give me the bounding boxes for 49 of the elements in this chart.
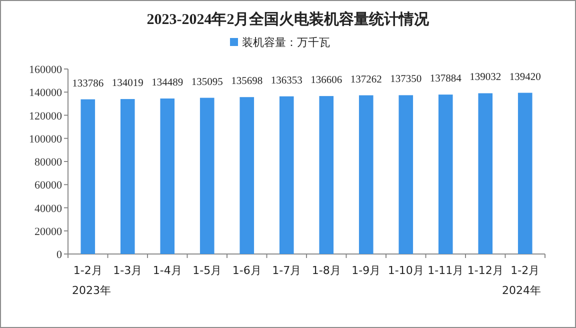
data-label: 135095 [191,76,223,88]
x-tick-label: 1-9月 [352,264,381,277]
x-tick-label: 1-8月 [312,264,341,277]
bar [478,93,493,254]
bar [518,92,532,254]
bar [80,99,96,254]
bar [200,98,214,254]
y-tick-label: 0 [56,249,62,261]
data-label: 137262 [350,74,382,86]
data-label: 139032 [470,72,502,84]
data-label: 133786 [72,78,104,90]
y-tick-label: 140000 [29,87,62,100]
text: 2024年 [502,284,541,297]
x-tick-label: 1-2月 [73,264,102,277]
x-tick-label: 1-10月 [388,264,424,277]
data-label: 137884 [430,74,462,85]
data-label: 136353 [270,75,302,86]
data-label: 134489 [152,77,184,88]
data-label: 136606 [310,75,342,86]
y-tick-label: 100000 [29,133,62,146]
y-tick-label: 20000 [34,226,62,238]
y-tick-label: 120000 [29,110,62,122]
data-label: 137350 [390,74,422,86]
x-tick-label: 1-7月 [272,264,302,277]
bar [160,98,175,254]
x-tick-label: 1-5月 [192,264,222,277]
text: 2023年 [72,284,111,297]
x-tick-label: 1-2月 [510,264,540,277]
bar [358,95,374,254]
bar [319,96,334,254]
y-tick-label: 60000 [34,180,62,192]
bar [240,97,254,254]
data-label: 134019 [112,78,144,90]
bar [398,95,414,254]
y-tick-label: 40000 [34,202,62,215]
chart-title: 2023-2024年2月全国火电装机容量统计情况 [146,10,430,28]
x-tick-label: 1-3月 [113,264,142,277]
y-tick-label: 160000 [29,64,62,76]
bar [279,96,294,254]
x-tick-label: 1-11月 [428,264,464,277]
bar [438,94,453,254]
data-label: 135698 [231,76,263,88]
x-tick-label: 1-4月 [152,264,182,277]
x-tick-label: 1-6月 [232,264,262,277]
legend-label: 装机容量：万千瓦 [242,36,330,49]
x-tick-label: 1-12月 [467,264,504,277]
bar [120,99,135,254]
data-label: 139420 [509,72,541,83]
y-tick-label: 80000 [34,156,62,168]
